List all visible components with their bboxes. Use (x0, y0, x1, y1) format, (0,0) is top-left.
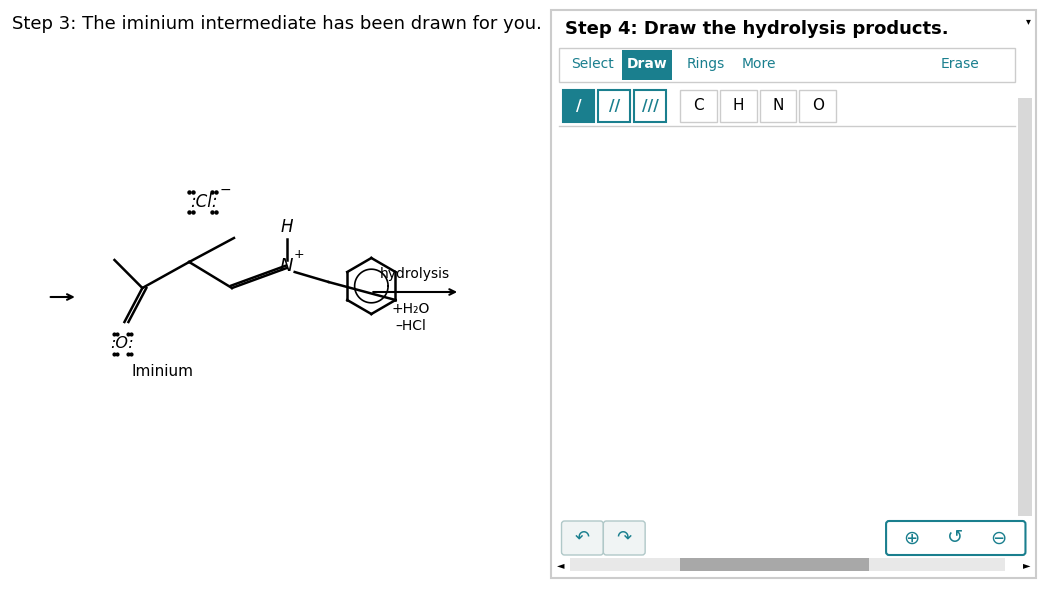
Text: −: − (220, 183, 231, 197)
Text: Select: Select (571, 57, 614, 71)
Text: +H₂O: +H₂O (392, 302, 431, 316)
Text: –HCl: –HCl (396, 319, 427, 333)
Text: ⊕: ⊕ (903, 529, 919, 548)
Bar (759, 90, 796, 122)
Bar (799, 90, 836, 122)
Bar (0, 0, 538, 590)
Text: Draw: Draw (627, 57, 667, 71)
Text: :O:: :O: (111, 336, 134, 352)
Bar (550, 10, 1036, 578)
Text: More: More (741, 57, 776, 71)
FancyBboxPatch shape (886, 521, 1025, 555)
Text: ↶: ↶ (574, 529, 590, 547)
Bar (599, 90, 630, 122)
Text: /: / (576, 99, 581, 113)
Text: ◄: ◄ (557, 560, 564, 570)
Text: H: H (281, 218, 293, 236)
Text: C: C (693, 99, 703, 113)
Text: N: N (772, 99, 784, 113)
Text: Rings: Rings (686, 57, 725, 71)
Bar (1018, 98, 1033, 516)
Text: ↷: ↷ (617, 529, 631, 547)
Bar (680, 558, 869, 571)
Text: Iminium: Iminium (131, 365, 193, 379)
Text: hydrolysis: hydrolysis (380, 267, 450, 281)
Text: +: + (294, 248, 304, 261)
Text: Step 4: Draw the hydrolysis products.: Step 4: Draw the hydrolysis products. (565, 20, 948, 38)
FancyBboxPatch shape (603, 521, 645, 555)
Text: ▾: ▾ (1026, 16, 1031, 26)
Text: //: // (608, 99, 620, 113)
Text: H: H (733, 99, 744, 113)
Bar (720, 90, 757, 122)
Bar (680, 90, 717, 122)
Text: Step 3: The iminium intermediate has been drawn for you.: Step 3: The iminium intermediate has bee… (12, 15, 542, 33)
Text: N: N (280, 257, 294, 275)
Bar (622, 50, 672, 80)
Text: :Cl:: :Cl: (190, 193, 218, 211)
Text: Erase: Erase (941, 57, 979, 71)
Bar (559, 48, 1015, 82)
Bar (563, 90, 595, 122)
Text: ///: /// (642, 99, 659, 113)
Bar (570, 558, 1004, 571)
FancyBboxPatch shape (562, 521, 603, 555)
Text: ⊖: ⊖ (991, 529, 1006, 548)
Text: ↺: ↺ (946, 529, 963, 548)
Text: ►: ► (1022, 560, 1031, 570)
Bar (635, 90, 666, 122)
Text: O: O (812, 99, 824, 113)
